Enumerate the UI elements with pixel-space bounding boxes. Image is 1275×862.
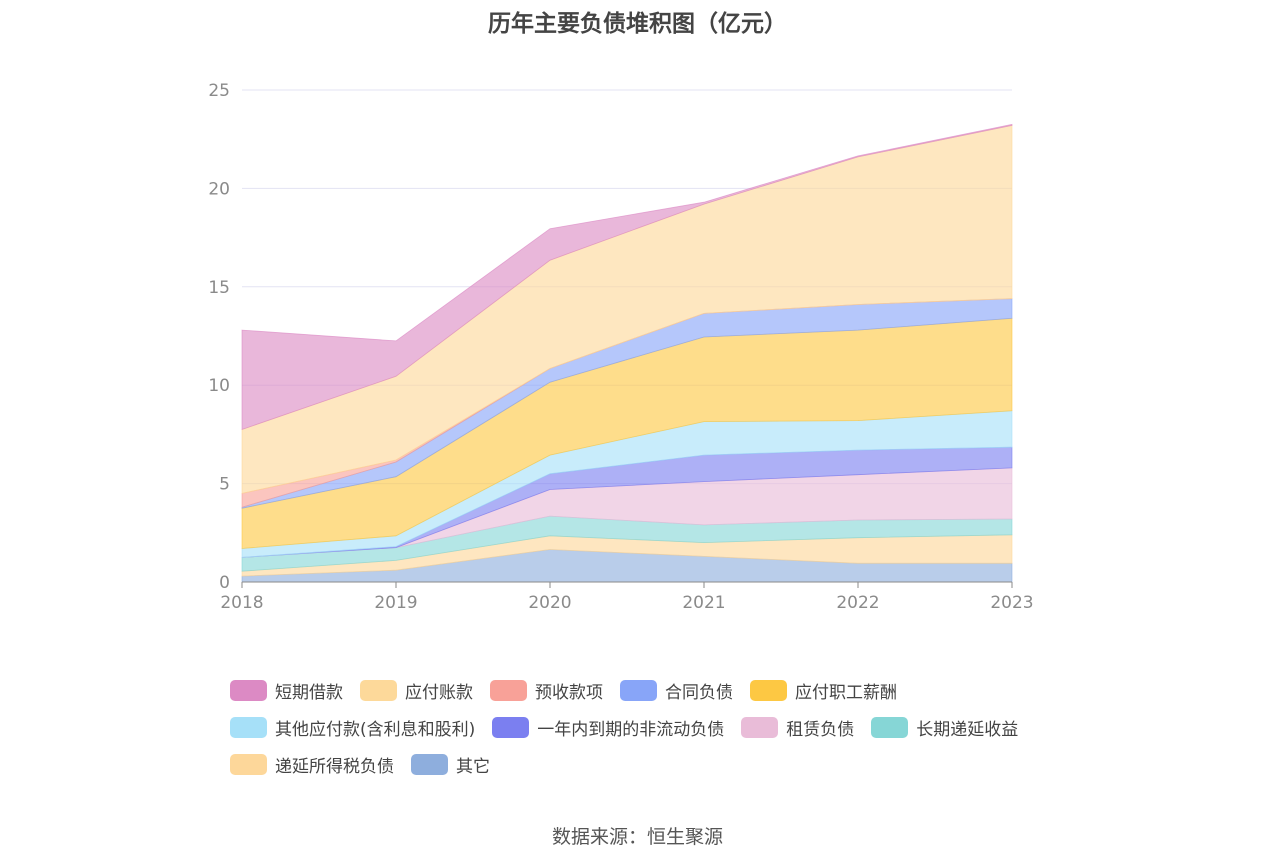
area-layer	[241, 123, 1013, 583]
x-tick-label: 2023	[990, 593, 1033, 613]
legend-swatch	[741, 717, 779, 738]
x-tick-label: 2018	[220, 593, 263, 613]
legend-item[interactable]: 应付职工薪酬	[750, 678, 897, 703]
legend-item[interactable]: 递延所得税负债	[230, 752, 394, 777]
legend-item[interactable]: 应付账款	[360, 678, 473, 703]
legend-item[interactable]: 预收款项	[490, 678, 603, 703]
x-tick-label: 2019	[374, 593, 417, 613]
legend-label: 其他应付款(含利息和股利)	[275, 720, 476, 740]
legend-item[interactable]: 其它	[411, 752, 490, 777]
chart-title: 历年主要负债堆积图（亿元）	[488, 11, 787, 37]
legend-row: 其他应付款(含利息和股利) 一年内到期的非流动负债 租赁负债 长期递延收益	[230, 709, 1130, 746]
legend-swatch	[871, 717, 909, 738]
y-tick-label: 5	[219, 475, 230, 495]
y-tick-label: 20	[208, 179, 230, 199]
legend-item[interactable]: 其他应付款(含利息和股利)	[230, 715, 475, 740]
legend-swatch	[411, 754, 448, 775]
legend-label: 长期递延收益	[916, 720, 1019, 740]
legend: 短期借款 应付账款 预收款项 合同负债 应付职工薪酬其他应付款(含利息和股利) 一年内到期…	[230, 672, 1130, 783]
y-tick-label: 15	[208, 278, 230, 298]
legend-swatch	[620, 680, 657, 701]
legend-swatch	[230, 717, 267, 738]
legend-label: 租赁负债	[786, 720, 855, 740]
legend-item[interactable]: 一年内到期的非流动负债	[492, 715, 724, 740]
legend-swatch	[492, 717, 530, 738]
legend-label: 应付账款	[405, 683, 473, 703]
legend-item[interactable]: 租赁负债	[741, 715, 854, 740]
legend-swatch	[490, 680, 527, 701]
legend-label: 一年内到期的非流动负债	[537, 720, 725, 740]
x-tick-label: 2021	[682, 593, 725, 613]
legend-label: 预收款项	[535, 683, 603, 703]
axis-layer: 0 5 10 15 20 25 2018 2019 2020 2021 2022 2023	[208, 81, 1033, 613]
legend-swatch	[360, 680, 397, 701]
legend-label: 递延所得税负债	[275, 757, 394, 777]
legend-swatch	[750, 680, 787, 701]
legend-swatch	[230, 754, 267, 775]
area-series-10[interactable]	[241, 123, 1013, 431]
legend-row: 短期借款 应付账款 预收款项 合同负债 应付职工薪酬	[230, 672, 1130, 709]
legend-item[interactable]: 短期借款	[230, 678, 343, 703]
legend-label: 应付职工薪酬	[795, 683, 897, 703]
legend-label: 合同负债	[665, 683, 733, 703]
legend-swatch	[230, 680, 267, 701]
y-tick-label: 25	[208, 81, 230, 101]
legend-item[interactable]: 合同负债	[620, 678, 733, 703]
y-tick-label: 10	[208, 376, 230, 396]
legend-item[interactable]: 长期递延收益	[871, 715, 1018, 740]
y-tick-label: 0	[219, 573, 230, 593]
legend-row: 递延所得税负债 其它	[230, 746, 1130, 783]
legend-label: 短期借款	[275, 683, 343, 703]
legend-label: 其它	[456, 757, 490, 777]
x-tick-label: 2022	[836, 593, 879, 613]
x-tick-label: 2020	[528, 593, 571, 613]
data-source-note: 数据来源：恒生聚源	[551, 826, 723, 848]
